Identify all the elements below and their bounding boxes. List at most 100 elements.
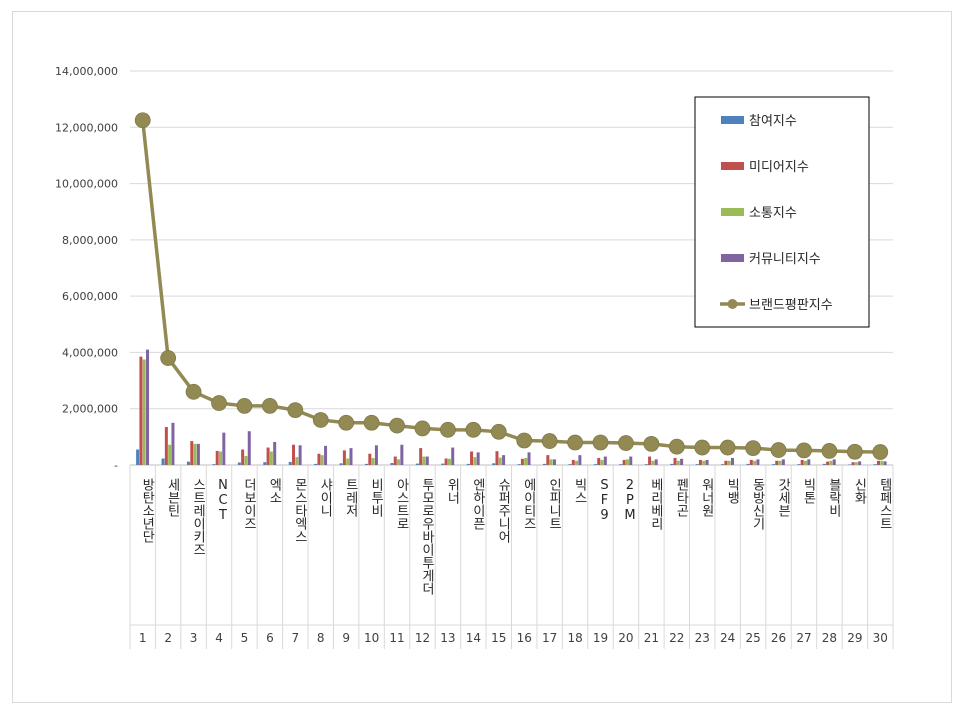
- bar-커뮤니티지수: [781, 459, 785, 465]
- y-axis: - 2,000,000 4,000,000 6,000,000 8,000,000 10,…: [55, 65, 118, 472]
- bar-참여지수: [466, 463, 470, 465]
- line-point: [567, 434, 583, 451]
- category-label: 샤이니: [317, 478, 332, 517]
- category-label: 투모로우바이투게더: [419, 478, 434, 595]
- rank-label: 26: [771, 631, 786, 645]
- bar-소통지수: [625, 459, 629, 465]
- rank-label: 28: [822, 631, 837, 645]
- bar-미디어지수: [800, 459, 804, 465]
- line-point: [211, 395, 227, 411]
- rank-label: 1: [139, 631, 147, 645]
- line-point: [312, 412, 329, 428]
- bar-참여지수: [822, 463, 826, 465]
- y-tick-label: 6,000,000: [62, 290, 118, 303]
- bar-커뮤니티지수: [552, 459, 556, 465]
- legend-swatch: [721, 208, 744, 216]
- bar-참여지수: [797, 464, 801, 465]
- bar-미디어지수: [826, 461, 830, 465]
- bar-미디어지수: [622, 459, 626, 465]
- bar-소통지수: [269, 451, 273, 465]
- brand-reputation-chart: 방탄소년단 1 세븐틴 2 스트레이키즈 3 NCT 4 더보이즈 5 엑소 6 몬스타엑스 7 샤이니 8 트…: [55, 65, 894, 649]
- legend-label: 미디어지수: [749, 160, 809, 175]
- y-tick-label: 4,000,000: [62, 346, 118, 359]
- bar-미디어지수: [342, 450, 346, 465]
- grid: [130, 70, 893, 410]
- line-point: [541, 433, 558, 449]
- category-label: 에이티즈: [521, 478, 536, 530]
- bar-커뮤니티지수: [400, 444, 404, 465]
- bar-커뮤니티지수: [196, 443, 200, 465]
- category-label: NCT: [216, 478, 231, 523]
- bar-소통지수: [676, 460, 680, 465]
- bar-참여지수: [492, 463, 496, 465]
- bar-참여지수: [619, 464, 623, 465]
- legend-swatch: [721, 162, 744, 170]
- bar-커뮤니티지수: [603, 456, 607, 465]
- bar-커뮤니티지수: [883, 461, 887, 465]
- bar-참여지수: [721, 464, 725, 465]
- category-label: 동방신기: [750, 478, 765, 530]
- line-point: [668, 438, 685, 455]
- bar-커뮤니티지수: [832, 459, 836, 465]
- bar-소통지수: [244, 455, 248, 465]
- bar-소통지수: [219, 451, 223, 465]
- bar-소통지수: [600, 459, 604, 465]
- bar-커뮤니티지수: [298, 445, 302, 465]
- y-tick-label: 10,000,000: [55, 178, 118, 191]
- bar-미디어지수: [393, 456, 397, 465]
- bar-소통지수: [447, 458, 451, 465]
- category-label: 비투비: [368, 478, 383, 517]
- line-point: [745, 440, 762, 457]
- bar-미디어지수: [673, 457, 677, 465]
- bar-커뮤니티지수: [807, 459, 811, 465]
- bar-참여지수: [670, 463, 674, 465]
- bar-커뮤니티지수: [247, 431, 251, 465]
- bar-참여지수: [848, 464, 852, 465]
- rank-label: 5: [241, 631, 249, 645]
- bar-커뮤니티지수: [374, 445, 378, 465]
- category-label: 스트레이키즈: [190, 478, 205, 556]
- bar-미디어지수: [470, 451, 474, 465]
- rank-label: 25: [745, 631, 760, 645]
- bar-커뮤니티지수: [502, 455, 506, 465]
- category-label: 2PM: [622, 478, 637, 523]
- bar-참여지수: [873, 464, 877, 465]
- bar-소통지수: [193, 443, 197, 465]
- rank-label: 9: [342, 631, 350, 645]
- category-label: 더보이즈: [241, 478, 256, 530]
- bar-참여지수: [695, 464, 699, 465]
- category-label: 엔하이픈: [470, 478, 485, 530]
- bar-소통지수: [320, 455, 324, 465]
- bar-참여지수: [644, 464, 648, 465]
- bar-미디어지수: [597, 457, 601, 465]
- category-label: 위너: [444, 478, 459, 504]
- bar-미디어지수: [749, 459, 753, 465]
- category-label: 슈퍼주니어: [495, 478, 510, 543]
- bar-커뮤니티지수: [146, 349, 150, 465]
- bar-커뮤니티지수: [349, 448, 353, 465]
- line-point: [846, 443, 863, 460]
- bar-미디어지수: [139, 356, 143, 465]
- bar-커뮤니티지수: [730, 457, 734, 465]
- bar-커뮤니티지수: [858, 461, 862, 465]
- bar-소통지수: [753, 460, 757, 465]
- bar-미디어지수: [241, 449, 245, 465]
- rank-label: 8: [317, 631, 325, 645]
- legend-label: 브랜드평판지수: [749, 298, 833, 313]
- line-point: [287, 402, 304, 419]
- brand-line: [134, 112, 889, 460]
- bar-미디어지수: [215, 450, 219, 465]
- rank-label: 29: [847, 631, 862, 645]
- bar-커뮤니티지수: [680, 458, 684, 465]
- category-label: 신화: [851, 478, 866, 504]
- bar-미디어지수: [851, 462, 855, 465]
- bar-소통지수: [880, 460, 884, 465]
- bar-미디어지수: [190, 441, 194, 465]
- category-label: 빅스: [572, 478, 587, 504]
- bar-미디어지수: [698, 459, 702, 465]
- bar-소통지수: [575, 460, 579, 465]
- bar-참여지수: [237, 462, 241, 465]
- y-tick-label: 12,000,000: [55, 121, 118, 134]
- bar-소통지수: [498, 457, 502, 465]
